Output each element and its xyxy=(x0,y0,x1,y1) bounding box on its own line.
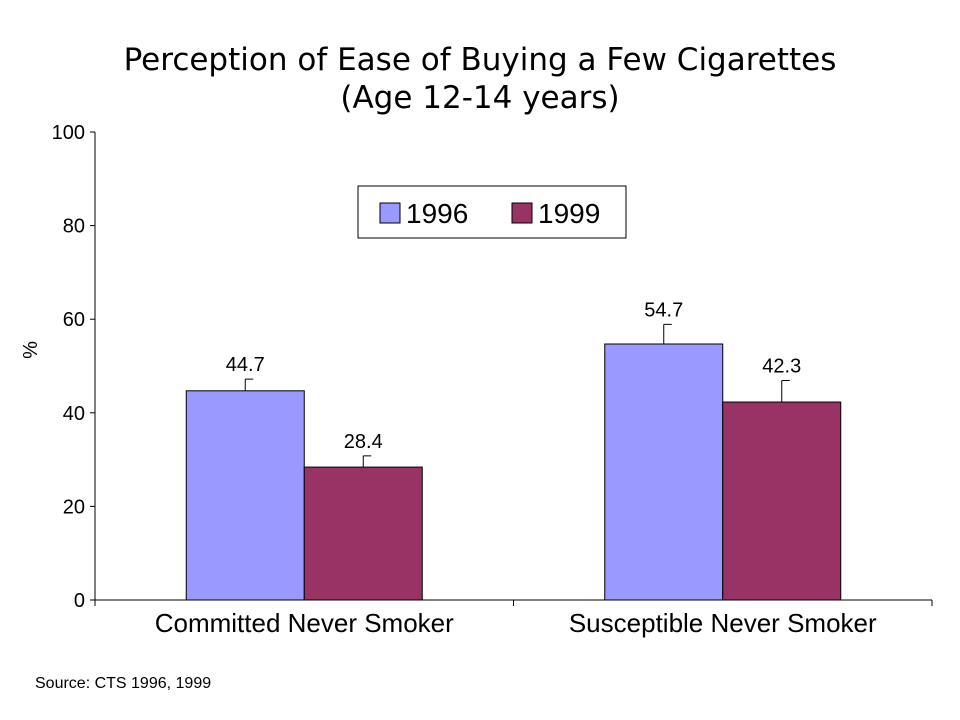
y-tick-label: 100 xyxy=(52,122,85,144)
bar-1996-1 xyxy=(185,390,305,601)
bar-1999-2 xyxy=(722,401,842,601)
legend-swatch-1999 xyxy=(511,202,533,224)
legend-swatch-1996 xyxy=(379,202,401,224)
y-tick-label: 80 xyxy=(63,216,85,238)
x-category-label-2: Susceptible Never Smoker xyxy=(569,608,877,638)
legend-label-1999: 1999 xyxy=(538,198,600,229)
legend-box xyxy=(357,185,627,239)
y-tick-label: 40 xyxy=(63,403,85,425)
chart-title: Perception of Ease of Buying a Few Cigar… xyxy=(123,42,837,78)
y-axis-label: % xyxy=(20,341,42,359)
x-category-label-1: Committed Never Smoker xyxy=(155,608,454,638)
chart-subtitle: (Age 12-14 years) xyxy=(340,80,620,116)
y-tick-label: 0 xyxy=(74,590,85,612)
source-note: Source: CTS 1996, 1999 xyxy=(35,675,212,692)
bar-1996-2 xyxy=(604,343,724,601)
y-tick-label: 20 xyxy=(63,496,85,518)
data-label-1999-2: 42.3 xyxy=(762,356,801,378)
data-label-1996-2: 54.7 xyxy=(644,299,683,321)
legend-label-1996: 1996 xyxy=(406,198,468,229)
data-label-1999-1: 28.4 xyxy=(344,431,383,453)
data-label-1996-1: 44.7 xyxy=(226,354,265,376)
y-tick-label: 60 xyxy=(63,309,85,331)
bar-1999-1 xyxy=(303,466,423,601)
